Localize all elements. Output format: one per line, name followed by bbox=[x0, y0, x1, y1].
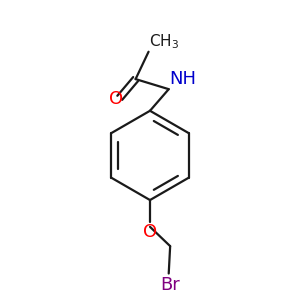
Text: O: O bbox=[109, 90, 123, 108]
Text: Br: Br bbox=[160, 276, 180, 294]
Text: NH: NH bbox=[169, 70, 196, 88]
Text: O: O bbox=[143, 223, 157, 241]
Text: CH$_3$: CH$_3$ bbox=[149, 32, 180, 51]
